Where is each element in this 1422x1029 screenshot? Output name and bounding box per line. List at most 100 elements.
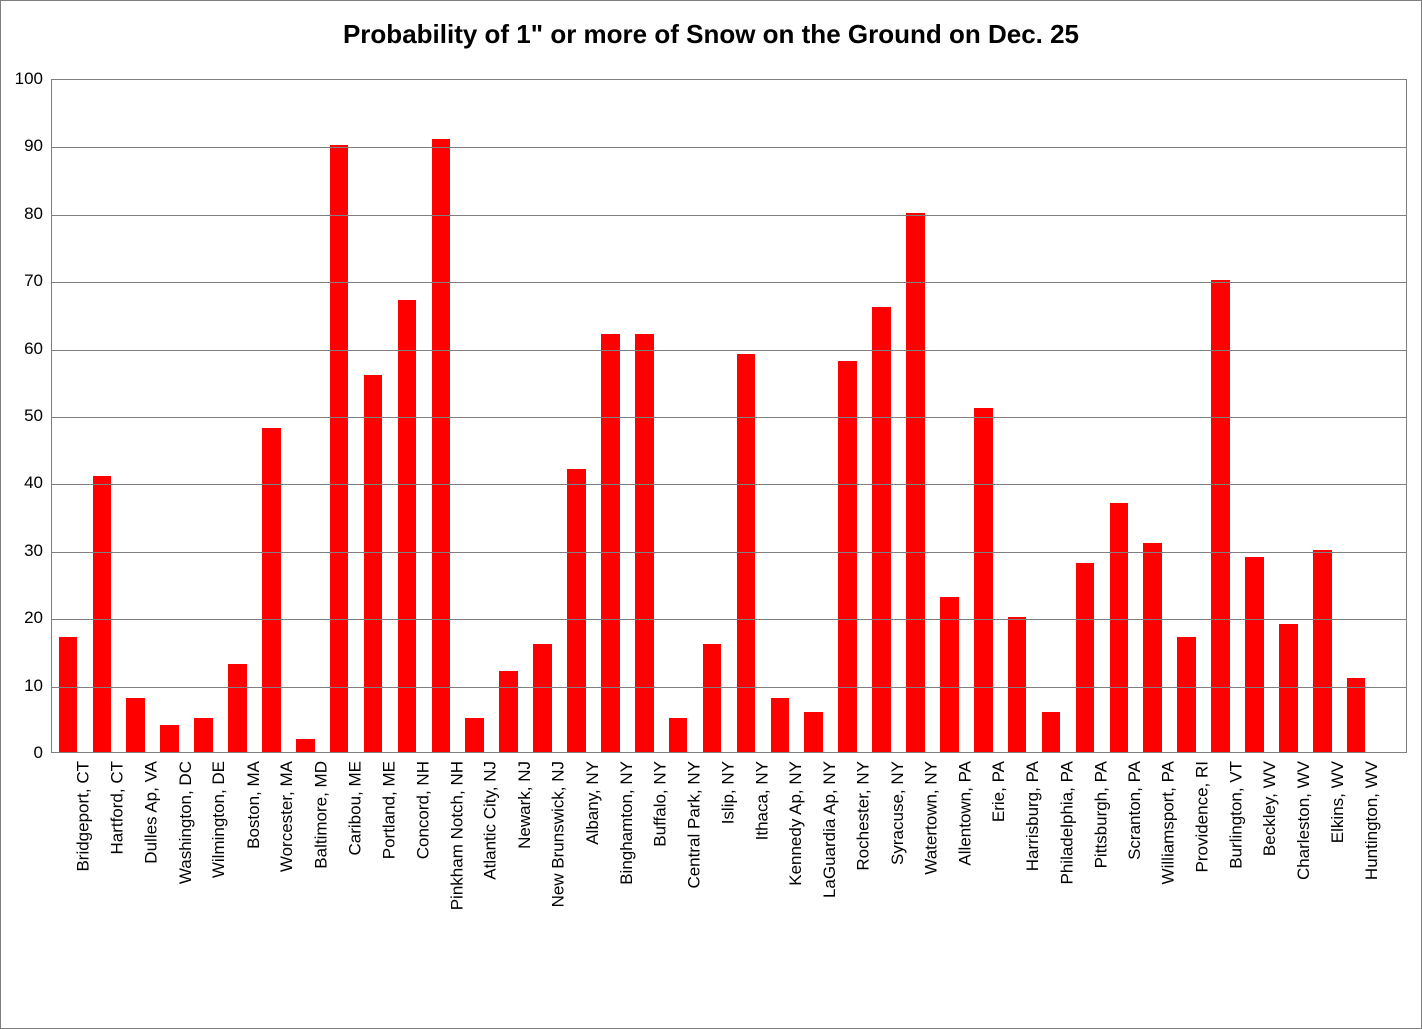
bar [771,698,790,752]
y-tick-label: 40 [3,473,43,493]
x-tick-label: Binghamton, NY [616,761,636,885]
y-tick-label: 80 [3,204,43,224]
x-tick-label: Hartford, CT [108,761,128,855]
x-tick-label: Newark, NJ [515,761,535,849]
x-tick-label: Pinkham Notch, NH [447,761,467,910]
bar [1008,617,1027,752]
x-tick-label: Syracuse, NY [888,761,908,865]
x-tick-label: Elkins, WV [1328,761,1348,843]
plot-area [51,79,1407,753]
x-tick-label: Erie, PA [989,761,1009,822]
chart-container: Probability of 1" or more of Snow on the… [0,0,1422,1029]
x-tick-label: LaGuardia Ap, NY [820,761,840,898]
x-tick-label: Islip, NY [718,761,738,824]
bar [1177,637,1196,752]
x-tick-label: New Brunswick, NJ [549,761,569,907]
x-tick-label: Worcester, MA [277,761,297,872]
x-tick-label: Albany, NY [582,761,602,845]
y-tick-label: 100 [3,69,43,89]
bar [1076,563,1095,752]
bar [398,300,417,752]
y-tick-label: 90 [3,136,43,156]
bar [601,334,620,752]
gridline [51,417,1406,418]
x-tick-label: Bridgeport, CT [74,761,94,872]
gridline [51,147,1406,148]
x-tick-label: Boston, MA [243,761,263,849]
bar [1313,550,1332,752]
x-tick-label: Huntington, WV [1362,761,1382,880]
bar [1143,543,1162,752]
y-tick-label: 10 [3,676,43,696]
y-tick-label: 20 [3,608,43,628]
x-tick-label: Washington, DC [176,761,196,884]
bar [737,354,756,752]
bar [1110,503,1129,752]
x-tick-label: Providence, RI [1193,761,1213,873]
x-tick-label: Dulles Ap, VA [142,761,162,864]
bar [126,698,145,752]
bar [533,644,552,752]
bar [160,725,179,752]
x-tick-label: Harrisburg, PA [1023,761,1043,871]
bar [228,664,247,752]
x-tick-label: Wilmington, DE [210,761,230,878]
bar [1347,678,1366,752]
x-tick-label: Allentown, PA [955,761,975,866]
bar [1279,624,1298,752]
bar [330,145,349,752]
bar [1211,280,1230,752]
x-tick-label: Pittsburgh, PA [1091,761,1111,868]
x-tick-label: Ithaca, NY [752,761,772,840]
bar [940,597,959,752]
y-tick-label: 0 [3,743,43,763]
gridline [51,552,1406,553]
x-tick-label: Portland, ME [379,761,399,859]
bar [804,712,823,752]
y-tick-label: 50 [3,406,43,426]
chart-title: Probability of 1" or more of Snow on the… [1,19,1421,50]
bar [838,361,857,752]
x-tick-label: Buffalo, NY [650,761,670,847]
x-tick-label: Watertown, NY [921,761,941,875]
bar [432,139,451,752]
bar [669,718,688,752]
gridline [51,282,1406,283]
bar [635,334,654,752]
x-tick-label: Williamsport, PA [1159,761,1179,884]
bar [194,718,213,752]
bar [499,671,518,752]
x-tick-label: Philadelphia, PA [1057,761,1077,885]
x-tick-label: Caribou, ME [345,761,365,855]
bar [567,469,586,752]
x-tick-label: Kennedy Ap, NY [786,761,806,886]
bar [703,644,722,752]
y-tick-label: 70 [3,271,43,291]
x-tick-label: Rochester, NY [854,761,874,871]
y-tick-label: 30 [3,541,43,561]
x-tick-label: Atlantic City, NJ [481,761,501,880]
bar [974,408,993,752]
gridline [51,687,1406,688]
x-tick-label: Central Park, NY [684,761,704,889]
x-tick-label: Burlington, VT [1227,761,1247,869]
x-tick-label: Baltimore, MD [311,761,331,869]
gridline [51,619,1406,620]
bar [262,428,281,752]
bar [296,739,315,752]
x-tick-label: Scranton, PA [1125,761,1145,860]
x-axis-labels: Bridgeport, CT Hartford, CT Dulles Ap, VA W… [51,761,1407,1021]
bars-group [51,80,1406,752]
bar [465,718,484,752]
gridline [51,484,1406,485]
bar [1245,557,1264,752]
gridline [51,215,1406,216]
x-tick-label: Beckley, WV [1260,761,1280,856]
y-tick-label: 60 [3,339,43,359]
x-tick-label: Concord, NH [413,761,433,859]
bar [872,307,891,752]
gridline [51,350,1406,351]
bar [93,476,112,752]
bar [364,375,383,752]
bar [59,637,78,752]
